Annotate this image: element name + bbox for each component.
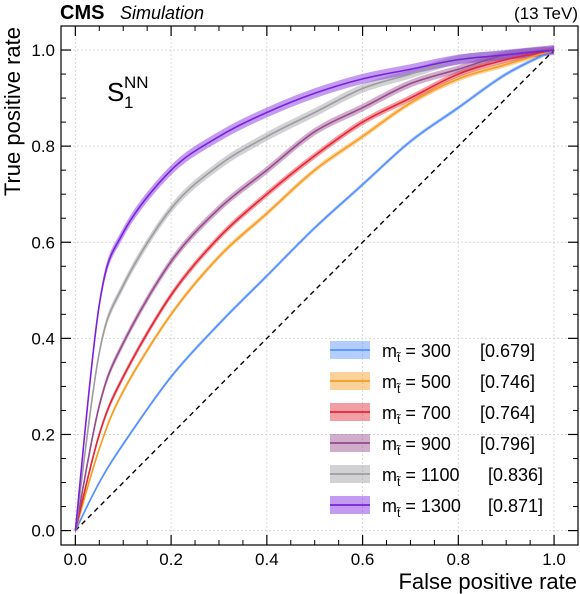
legend-entry-1300: mt̃ = 1300 [0.871] [330, 496, 543, 520]
y-axis-title: True positive rate [0, 27, 25, 196]
legend-label: mt̃ = 1100 [382, 465, 460, 489]
legend-label: mt̃ = 700 [382, 403, 451, 427]
ticks: 0.0 0.2 0.4 0.6 0.8 1.0 0.0 0.2 0.4 0.6 0.8 1.0 [31, 26, 578, 569]
x-tick-label: 0.6 [351, 550, 375, 569]
legend: mt̃ = 300 [0.679] mt̃ = 500 [0.746] mt̃ = 70… [330, 341, 543, 520]
y-tick-label: 0.0 [31, 522, 55, 541]
cms-label: CMS [60, 2, 104, 24]
x-tick-label: 1.0 [542, 550, 566, 569]
legend-auc: [0.746] [480, 372, 535, 392]
roc-band-700 [75, 46, 555, 534]
x-tick-label: 0.8 [447, 550, 471, 569]
roc-band-1300 [75, 45, 555, 536]
legend-entry-300: mt̃ = 300 [0.679] [330, 341, 535, 365]
roc-band-300 [75, 48, 555, 533]
roc-band-1100 [75, 45, 555, 535]
roc-curve-300 [74, 49, 555, 531]
x-tick-label: 0.0 [64, 550, 88, 569]
legend-label: mt̃ = 1300 [382, 496, 461, 520]
legend-auc: [0.796] [480, 434, 535, 454]
y-tick-label: 0.8 [31, 137, 55, 156]
roc-band-500 [75, 47, 555, 534]
roc-curve-700 [74, 49, 555, 531]
legend-mass-value: = 500 [400, 372, 451, 392]
legend-mass-value: = 700 [400, 403, 451, 423]
x-tick-label: 0.2 [159, 550, 183, 569]
roc-band-900 [75, 46, 555, 535]
legend-auc: [0.764] [480, 403, 535, 423]
legend-entry-1100: mt̃ = 1100 [0.836] [330, 465, 543, 489]
legend-mass-value: = 1100 [400, 465, 459, 485]
score-symbol: S [107, 77, 124, 107]
roc-curves [74, 49, 555, 531]
y-tick-label: 0.2 [31, 425, 55, 444]
legend-mass-value: = 1300 [400, 496, 461, 516]
legend-label: mt̃ = 300 [382, 341, 451, 365]
legend-mass-value: = 300 [400, 341, 451, 361]
y-tick-label: 1.0 [31, 41, 55, 60]
score-superscript: NN [124, 73, 149, 92]
legend-entry-900: mt̃ = 900 [0.796] [330, 434, 535, 458]
roc-curve-1300 [74, 49, 555, 531]
legend-label: mt̃ = 500 [382, 372, 451, 396]
legend-entry-500: mt̃ = 500 [0.746] [330, 372, 535, 396]
uncertainty-bands [75, 45, 555, 536]
grid [61, 26, 578, 545]
x-axis-title: False positive rate [398, 569, 577, 594]
roc-curve-900 [74, 49, 555, 531]
legend-label: mt̃ = 900 [382, 434, 451, 458]
score-subscript: 1 [124, 93, 133, 112]
legend-mass-value: = 900 [400, 434, 451, 454]
energy-label: (13 TeV) [514, 4, 578, 23]
simulation-label: Simulation [120, 3, 204, 23]
roc-curve-500 [74, 49, 555, 531]
legend-auc: [0.679] [480, 341, 535, 361]
legend-auc: [0.836] [488, 465, 543, 485]
legend-entry-700: mt̃ = 700 [0.764] [330, 403, 535, 427]
y-tick-label: 0.4 [31, 329, 55, 348]
y-tick-label: 0.6 [31, 233, 55, 252]
plot-frame [60, 25, 579, 546]
x-tick-label: 0.4 [255, 550, 279, 569]
legend-auc: [0.871] [488, 496, 543, 516]
random-classifier-diagonal [74, 49, 555, 532]
score-annotation: S [107, 77, 124, 107]
